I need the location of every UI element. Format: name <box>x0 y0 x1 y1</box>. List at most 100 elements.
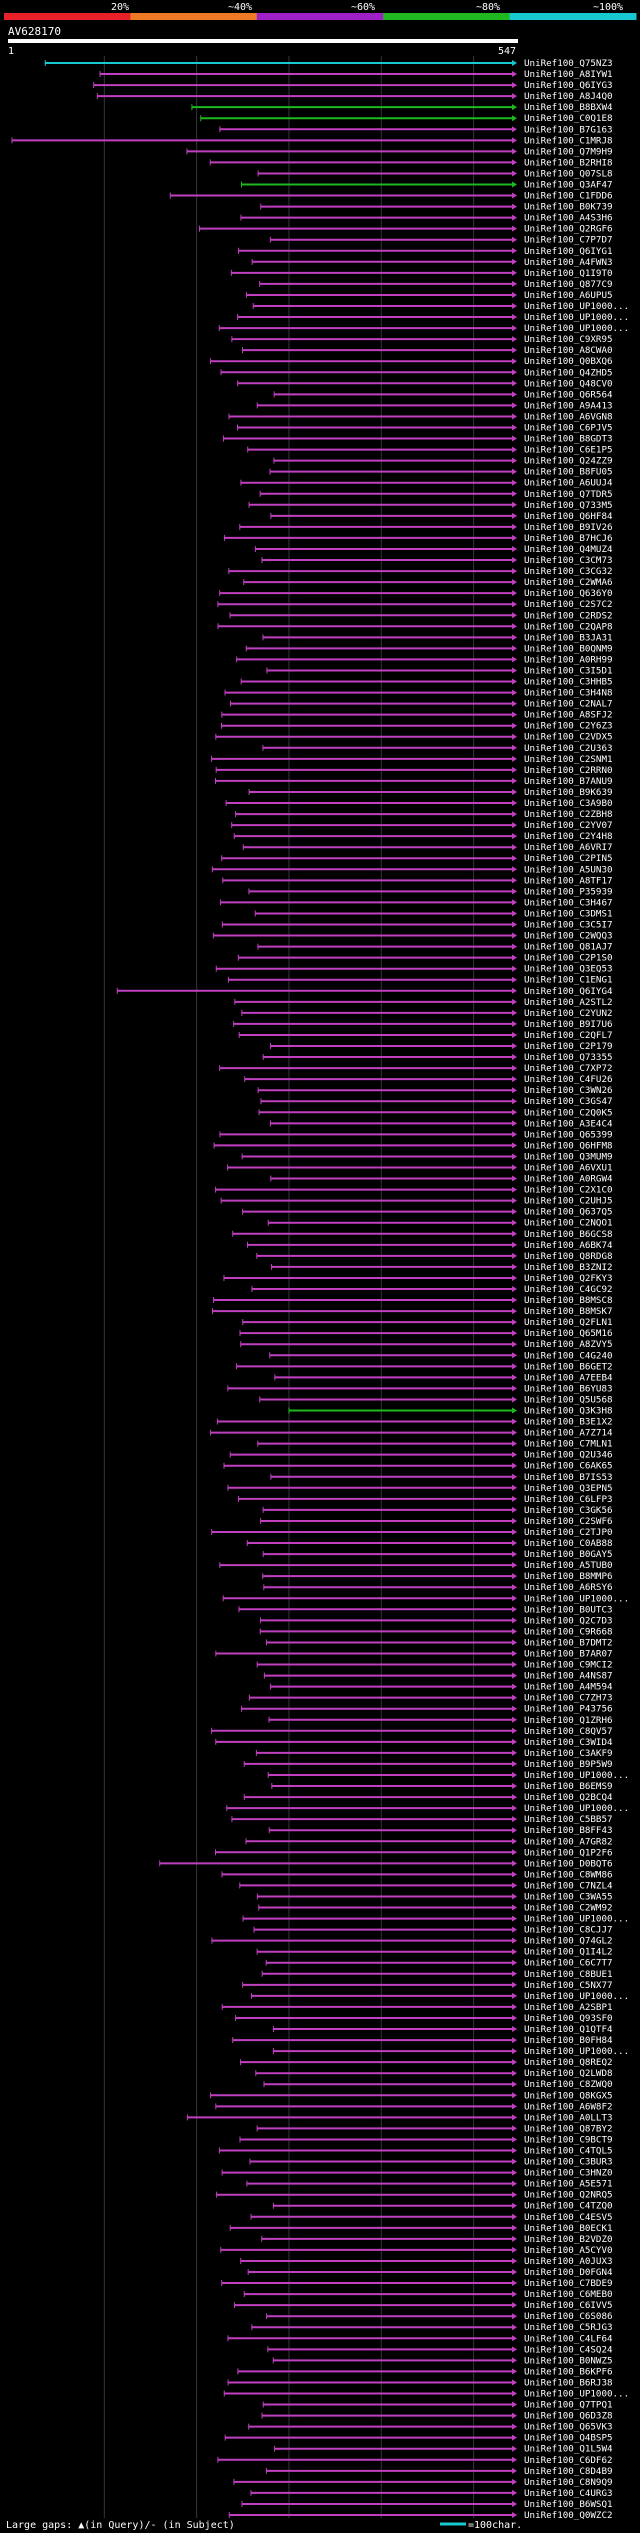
hit-row[interactable]: UniRef100_UP1000... <box>222 1593 629 1604</box>
hit-label[interactable]: UniRef100_Q65M16 <box>524 1328 613 1339</box>
hit-row[interactable]: UniRef100_A8CWA0 <box>242 345 613 356</box>
hit-row[interactable]: UniRef100_C6DF62 <box>217 2455 613 2466</box>
hit-label[interactable]: UniRef100_Q4BSP5 <box>524 2433 613 2444</box>
hit-label[interactable]: UniRef100_B6KPF6 <box>524 2366 613 2377</box>
hit-row[interactable]: UniRef100_Q4BSP5 <box>224 2433 613 2444</box>
hit-row[interactable]: UniRef100_UP1000... <box>242 1914 629 1925</box>
hit-label[interactable]: UniRef100_C9MCI2 <box>524 1660 613 1671</box>
hit-label[interactable]: UniRef100_A7Z714 <box>524 1428 613 1439</box>
hit-row[interactable]: UniRef100_Q74GL2 <box>211 1936 613 1947</box>
hit-label[interactable]: UniRef100_B0NWZ5 <box>524 2355 613 2366</box>
hit-row[interactable]: UniRef100_C6S086 <box>266 2311 613 2322</box>
hit-row[interactable]: UniRef100_B3JA31 <box>262 632 613 643</box>
hit-row[interactable]: UniRef100_Q8RDG8 <box>256 1251 613 1262</box>
hit-label[interactable]: UniRef100_Q1I4L2 <box>524 1947 613 1958</box>
hit-label[interactable]: UniRef100_UP1000... <box>524 323 629 334</box>
hit-row[interactable]: UniRef100_A8ZVY5 <box>240 1339 613 1350</box>
hit-label[interactable]: UniRef100_B6GET2 <box>524 1361 613 1372</box>
hit-row[interactable]: UniRef100_C7BDE9 <box>221 2278 613 2289</box>
hit-row[interactable]: UniRef100_C3H467 <box>219 897 613 908</box>
hit-label[interactable]: UniRef100_C7BDE9 <box>524 2278 613 2289</box>
hit-label[interactable]: UniRef100_C3HNZ0 <box>524 2168 613 2179</box>
hit-label[interactable]: UniRef100_B7IS53 <box>524 1472 613 1483</box>
hit-row[interactable]: UniRef100_UP1000... <box>226 1803 629 1814</box>
hit-label[interactable]: UniRef100_A6VGN8 <box>524 411 613 422</box>
hit-label[interactable]: UniRef100_C3WID4 <box>524 1737 613 1748</box>
hit-label[interactable]: UniRef100_C6IVV5 <box>524 2300 613 2311</box>
hit-row[interactable]: UniRef100_C3CG32 <box>228 566 613 577</box>
hit-row[interactable]: UniRef100_UP1000... <box>272 2046 629 2057</box>
hit-label[interactable]: UniRef100_C2YUN2 <box>524 1008 613 1019</box>
hit-row[interactable]: UniRef100_C1FDD6 <box>169 191 613 202</box>
hit-row[interactable]: UniRef100_A6UUJ4 <box>240 478 613 489</box>
hit-label[interactable]: UniRef100_Q4ZHD5 <box>524 367 613 378</box>
hit-row[interactable]: UniRef100_A6VRI7 <box>242 842 613 853</box>
hit-label[interactable]: UniRef100_C2NAL7 <box>524 699 613 710</box>
hit-row[interactable]: UniRef100_Q87BY2 <box>256 2123 613 2134</box>
hit-label[interactable]: UniRef100_Q7M9H9 <box>524 146 613 157</box>
hit-row[interactable]: UniRef100_C3GK56 <box>262 1505 613 1516</box>
hit-label[interactable]: UniRef100_A7EEB4 <box>524 1372 613 1383</box>
hit-row[interactable]: UniRef100_C2WMA6 <box>243 577 613 588</box>
hit-label[interactable]: UniRef100_C2P179 <box>524 1041 613 1052</box>
hit-row[interactable]: UniRef100_A4NS87 <box>263 1671 613 1682</box>
hit-row[interactable]: UniRef100_C9MCI2 <box>256 1660 613 1671</box>
hit-row[interactable]: UniRef100_Q3EPN5 <box>227 1483 613 1494</box>
hit-label[interactable]: UniRef100_C2PIN5 <box>524 853 613 864</box>
hit-label[interactable]: UniRef100_C0AB88 <box>524 1538 613 1549</box>
hit-label[interactable]: UniRef100_C8WM86 <box>524 1869 613 1880</box>
hit-label[interactable]: UniRef100_UP1000... <box>524 1593 629 1604</box>
hit-row[interactable]: UniRef100_C5BB57 <box>231 1814 613 1825</box>
hit-label[interactable]: UniRef100_B8MSK7 <box>524 1306 613 1317</box>
hit-label[interactable]: UniRef100_UP1000... <box>524 2046 629 2057</box>
hit-row[interactable]: UniRef100_C7P7D7 <box>269 235 613 246</box>
hit-label[interactable]: UniRef100_A9A413 <box>524 400 613 411</box>
hit-label[interactable]: UniRef100_B8BXW4 <box>524 102 613 113</box>
hit-label[interactable]: UniRef100_C2WQQ3 <box>524 931 613 942</box>
hit-row[interactable]: UniRef100_B7HCJ6 <box>223 533 613 544</box>
hit-row[interactable]: UniRef100_A8IYW1 <box>99 69 613 80</box>
hit-row[interactable]: UniRef100_B3ZNI2 <box>271 1262 613 1273</box>
hit-row[interactable]: UniRef100_Q1P2F6 <box>214 1847 613 1858</box>
hit-row[interactable]: UniRef100_C0AB88 <box>246 1538 613 1549</box>
hit-row[interactable]: UniRef100_B6WSQ1 <box>241 2499 613 2510</box>
hit-label[interactable]: UniRef100_C2ZBH8 <box>524 809 613 820</box>
hit-label[interactable]: UniRef100_Q2LWD8 <box>524 2068 613 2079</box>
hit-row[interactable]: UniRef100_C2QAP8 <box>217 621 613 632</box>
hit-label[interactable]: UniRef100_Q8REQ2 <box>524 2057 613 2068</box>
hit-row[interactable]: UniRef100_C4URG3 <box>250 2488 613 2499</box>
hit-label[interactable]: UniRef100_Q6D3Z8 <box>524 2411 613 2422</box>
hit-row[interactable]: UniRef100_C4GC92 <box>251 1284 613 1295</box>
hit-row[interactable]: UniRef100_C3CM73 <box>261 555 613 566</box>
hit-label[interactable]: UniRef100_Q07SL8 <box>524 168 613 179</box>
hit-row[interactable]: UniRef100_B2RHI8 <box>209 157 613 168</box>
hit-label[interactable]: UniRef100_Q6IYG4 <box>524 986 613 997</box>
hit-label[interactable]: UniRef100_D0BQT6 <box>524 1858 613 1869</box>
hit-label[interactable]: UniRef100_C4FU26 <box>524 1074 613 1085</box>
hit-row[interactable]: UniRef100_UP1000... <box>218 323 629 334</box>
hit-label[interactable]: UniRef100_B0UTC3 <box>524 1604 613 1615</box>
hit-row[interactable]: UniRef100_C2SWF6 <box>260 1516 613 1527</box>
hit-row[interactable]: UniRef100_C2RRN0 <box>215 765 613 776</box>
hit-label[interactable]: UniRef100_B6EMS9 <box>524 1781 613 1792</box>
hit-row[interactable]: UniRef100_C5RJG3 <box>251 2322 613 2333</box>
hit-row[interactable]: UniRef100_Q2LWD8 <box>255 2068 613 2079</box>
hit-row[interactable]: UniRef100_Q2FKY3 <box>223 1273 613 1284</box>
hit-row[interactable]: UniRef100_Q3MUM9 <box>241 1151 613 1162</box>
hit-label[interactable]: UniRef100_B6YU83 <box>524 1383 613 1394</box>
hit-label[interactable]: UniRef100_C4ESV5 <box>524 2212 613 2223</box>
hit-label[interactable]: UniRef100_B2VDZ0 <box>524 2234 613 2245</box>
hit-label[interactable]: UniRef100_Q636Y0 <box>524 588 613 599</box>
hit-row[interactable]: UniRef100_A5CYV0 <box>220 2245 613 2256</box>
hit-row[interactable]: UniRef100_C3DMS1 <box>254 908 613 919</box>
hit-row[interactable]: UniRef100_C2YUN2 <box>241 1008 613 1019</box>
hit-label[interactable]: UniRef100_Q6HF84 <box>524 511 613 522</box>
hit-label[interactable]: UniRef100_B6GCS8 <box>524 1229 613 1240</box>
hit-row[interactable]: UniRef100_C9BCT9 <box>239 2134 613 2145</box>
hit-label[interactable]: UniRef100_A8CWA0 <box>524 345 613 356</box>
hit-row[interactable]: UniRef100_C6MEB0 <box>243 2289 613 2300</box>
hit-row[interactable]: UniRef100_C7ZH73 <box>248 1693 613 1704</box>
hit-label[interactable]: UniRef100_Q4MUZ4 <box>524 544 613 555</box>
hit-row[interactable]: UniRef100_C2Y4H8 <box>233 831 613 842</box>
hit-row[interactable]: UniRef100_C9XR95 <box>231 334 613 345</box>
